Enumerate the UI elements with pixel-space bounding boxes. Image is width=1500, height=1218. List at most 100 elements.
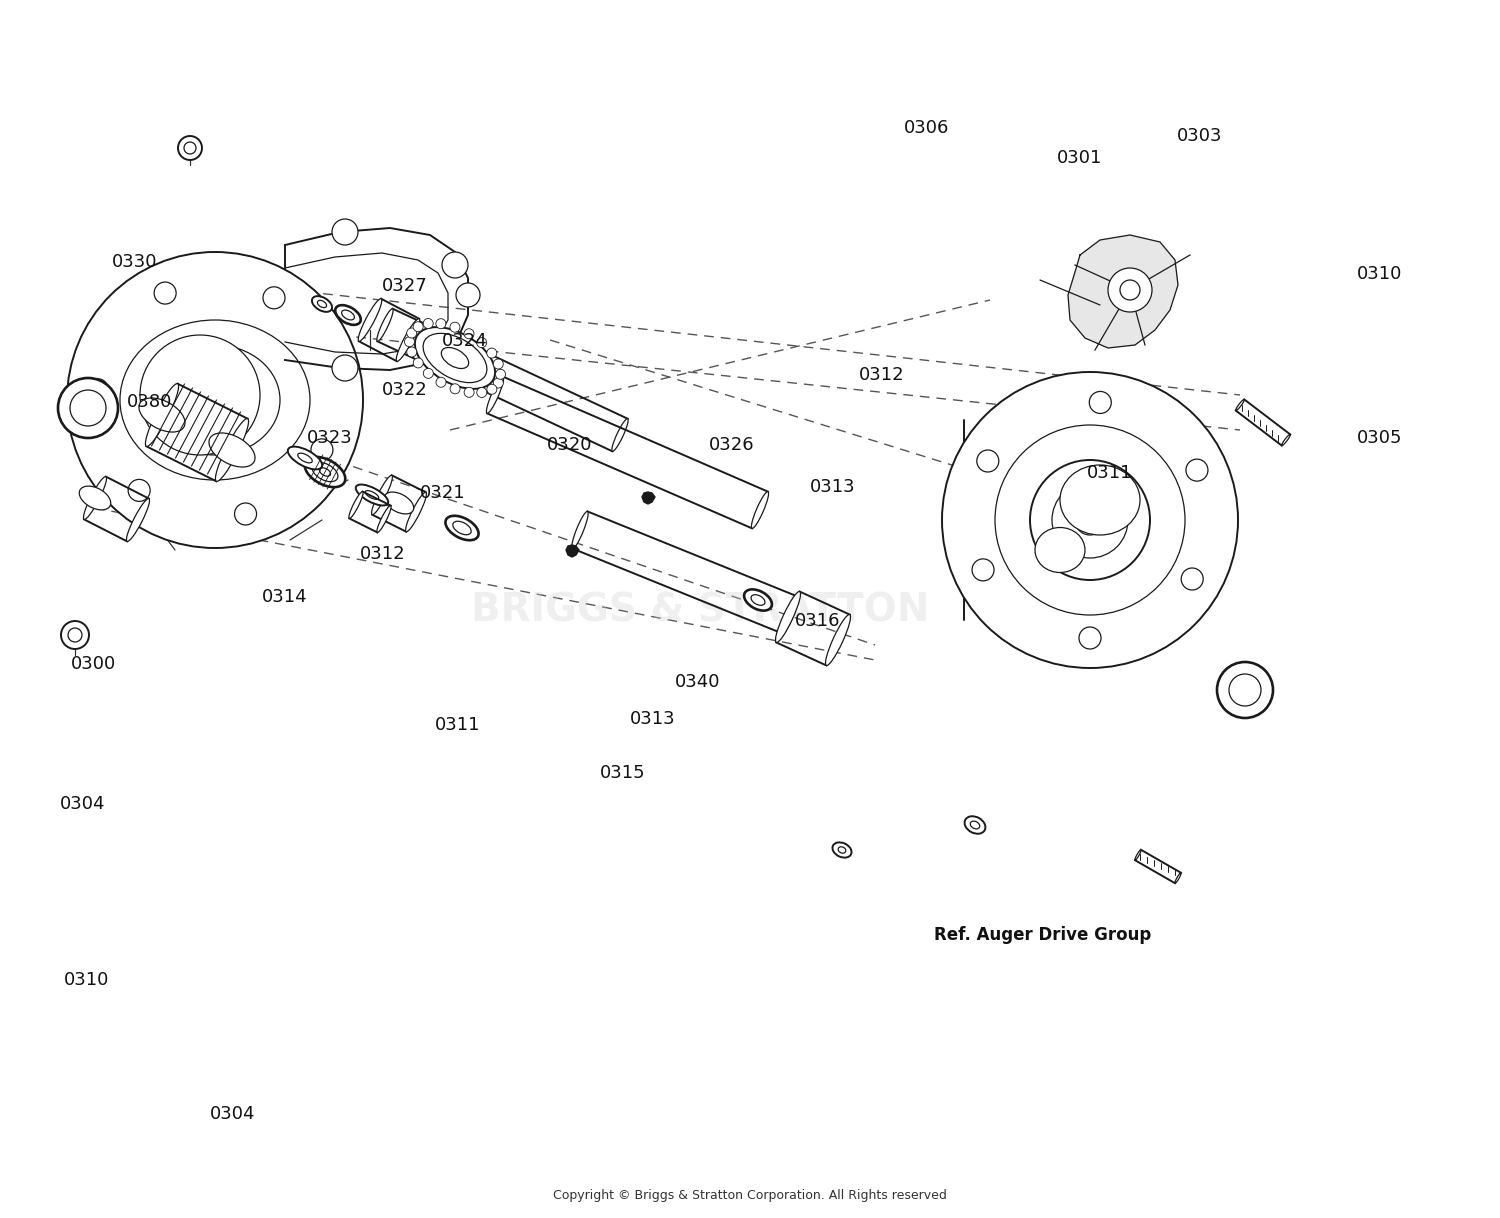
Text: 0310: 0310 [1358,266,1402,283]
Ellipse shape [486,376,504,413]
Ellipse shape [358,298,382,341]
Text: 0340: 0340 [675,674,720,691]
Ellipse shape [825,614,850,665]
Circle shape [58,378,118,438]
Ellipse shape [334,306,362,325]
Circle shape [976,449,999,473]
Ellipse shape [1035,527,1084,572]
Circle shape [994,425,1185,615]
Circle shape [406,328,417,339]
Circle shape [464,387,474,397]
Circle shape [1078,627,1101,649]
Ellipse shape [350,492,363,519]
Circle shape [68,628,82,642]
Text: BRIGGS & STRATTON: BRIGGS & STRATTON [471,591,928,628]
Ellipse shape [304,457,345,487]
Ellipse shape [356,485,388,505]
Circle shape [154,283,176,304]
Text: 0315: 0315 [600,765,645,782]
Circle shape [405,336,414,347]
Polygon shape [1068,235,1178,348]
Ellipse shape [120,320,310,480]
Text: 0311: 0311 [1088,464,1132,481]
Text: Ref. Auger Drive Group: Ref. Auger Drive Group [934,927,1150,944]
Circle shape [494,378,504,389]
Ellipse shape [572,512,588,548]
Ellipse shape [752,594,765,605]
Ellipse shape [364,491,380,499]
Text: 0326: 0326 [710,436,754,453]
Ellipse shape [1060,465,1140,535]
Circle shape [436,378,445,387]
Ellipse shape [84,476,106,519]
Text: 0312: 0312 [859,367,904,384]
Text: 0330: 0330 [112,253,158,270]
Circle shape [442,252,468,278]
Ellipse shape [752,492,768,529]
Text: 0304: 0304 [210,1106,255,1123]
Text: 0304: 0304 [60,795,105,812]
Text: 0301: 0301 [1058,150,1102,167]
Ellipse shape [1236,400,1245,410]
Circle shape [1108,268,1152,312]
Circle shape [488,384,496,395]
Ellipse shape [384,492,414,514]
Ellipse shape [782,597,798,633]
Ellipse shape [416,328,495,389]
Circle shape [87,379,108,401]
Text: 0312: 0312 [360,546,405,563]
Circle shape [1030,460,1150,580]
Text: 0311: 0311 [435,716,480,733]
Ellipse shape [372,475,393,515]
Ellipse shape [288,447,322,469]
Ellipse shape [312,296,332,312]
Ellipse shape [376,505,392,532]
Ellipse shape [405,492,426,532]
Circle shape [234,503,256,525]
Text: 0324: 0324 [442,333,488,350]
Circle shape [488,348,496,358]
Text: 0303: 0303 [1178,128,1222,145]
Ellipse shape [396,319,420,362]
Circle shape [172,358,256,442]
Circle shape [456,283,480,307]
Circle shape [450,384,460,393]
Text: 0322: 0322 [382,381,427,398]
Text: 0310: 0310 [64,972,110,989]
Circle shape [1186,459,1208,481]
Circle shape [1052,482,1128,558]
Ellipse shape [970,821,980,829]
Circle shape [140,335,260,456]
Text: 0316: 0316 [795,613,840,630]
Ellipse shape [312,463,338,481]
Circle shape [128,480,150,502]
Circle shape [423,368,433,379]
Circle shape [1076,505,1106,535]
Ellipse shape [423,334,488,382]
Circle shape [178,136,203,160]
Ellipse shape [839,847,846,853]
Circle shape [184,143,196,153]
Ellipse shape [80,486,111,510]
Ellipse shape [126,498,150,542]
Ellipse shape [1281,435,1290,446]
Circle shape [1120,280,1140,300]
Circle shape [406,347,417,357]
Polygon shape [566,544,579,557]
Circle shape [494,359,504,369]
Text: 0320: 0320 [548,436,592,453]
Text: 0323: 0323 [308,430,352,447]
Text: 0327: 0327 [382,278,427,295]
Circle shape [972,559,994,581]
Circle shape [70,390,106,426]
Circle shape [68,252,363,548]
Circle shape [442,333,468,358]
Text: 0380: 0380 [128,393,172,410]
Ellipse shape [776,592,801,643]
Circle shape [332,219,358,245]
Text: 0306: 0306 [904,119,950,136]
Ellipse shape [964,816,986,834]
Text: 0300: 0300 [70,655,116,672]
Text: 0313: 0313 [630,710,675,727]
Ellipse shape [1174,873,1180,883]
